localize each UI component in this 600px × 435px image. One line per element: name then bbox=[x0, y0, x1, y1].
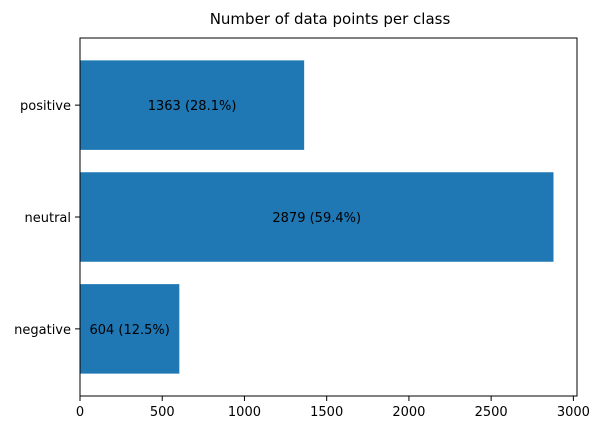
data-label-neutral: 2879 (59.4%) bbox=[272, 211, 361, 226]
data-label-negative: 604 (12.5%) bbox=[89, 323, 169, 338]
x-tick-label-2000: 2000 bbox=[392, 405, 425, 420]
y-tick-label-positive: positive bbox=[20, 99, 71, 114]
data-label-positive: 1363 (28.1%) bbox=[148, 99, 237, 114]
data-labels-group: 604 (12.5%) 2879 (59.4%) 1363 (28.1%) bbox=[89, 99, 361, 338]
plot-frame bbox=[79, 37, 578, 397]
x-tick-label-500: 500 bbox=[150, 405, 175, 420]
y-tick-label-neutral: neutral bbox=[25, 211, 72, 226]
x-axis: 0 500 1000 1500 2000 2500 3000 bbox=[76, 396, 590, 420]
x-tick-label-2500: 2500 bbox=[475, 405, 508, 420]
bar-positive bbox=[80, 60, 305, 150]
bar-neutral bbox=[80, 172, 554, 262]
x-tick-label-0: 0 bbox=[76, 405, 84, 420]
y-axis: negative neutral positive bbox=[14, 99, 80, 338]
x-tick-label-1000: 1000 bbox=[228, 405, 261, 420]
y-tick-label-negative: negative bbox=[14, 323, 71, 338]
bar-negative bbox=[80, 284, 180, 374]
bars-group bbox=[80, 60, 554, 374]
x-tick-label-3000: 3000 bbox=[557, 405, 590, 420]
x-tick-label-1500: 1500 bbox=[310, 405, 343, 420]
chart-title: Number of data points per class bbox=[210, 10, 451, 28]
